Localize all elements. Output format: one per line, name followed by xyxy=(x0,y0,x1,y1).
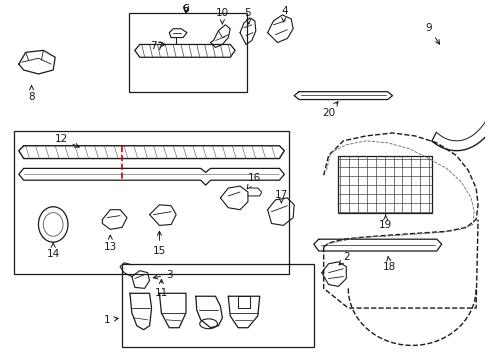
Text: 4: 4 xyxy=(281,6,287,22)
Text: 9: 9 xyxy=(425,23,439,44)
Text: 14: 14 xyxy=(46,243,60,259)
Text: 10: 10 xyxy=(215,8,228,24)
Text: 20: 20 xyxy=(322,102,337,118)
Text: 8: 8 xyxy=(28,86,35,102)
Bar xyxy=(14,131,289,274)
Text: 2: 2 xyxy=(339,252,349,265)
Text: 13: 13 xyxy=(103,235,117,252)
Text: 3: 3 xyxy=(153,270,172,280)
Text: 5: 5 xyxy=(244,8,251,24)
Text: 16: 16 xyxy=(247,173,261,189)
Text: 11: 11 xyxy=(154,279,168,298)
Bar xyxy=(338,156,431,213)
Text: 17: 17 xyxy=(274,190,287,203)
Text: 15: 15 xyxy=(152,231,166,256)
Text: 6: 6 xyxy=(183,4,189,14)
Text: 7: 7 xyxy=(156,42,163,53)
Text: 18: 18 xyxy=(382,256,395,272)
Bar xyxy=(122,264,313,347)
Bar xyxy=(129,13,246,92)
Text: 12: 12 xyxy=(54,134,79,147)
Text: 1: 1 xyxy=(104,315,118,325)
Text: 19: 19 xyxy=(378,215,391,230)
Text: 6: 6 xyxy=(183,4,189,14)
Text: 7: 7 xyxy=(150,41,157,51)
